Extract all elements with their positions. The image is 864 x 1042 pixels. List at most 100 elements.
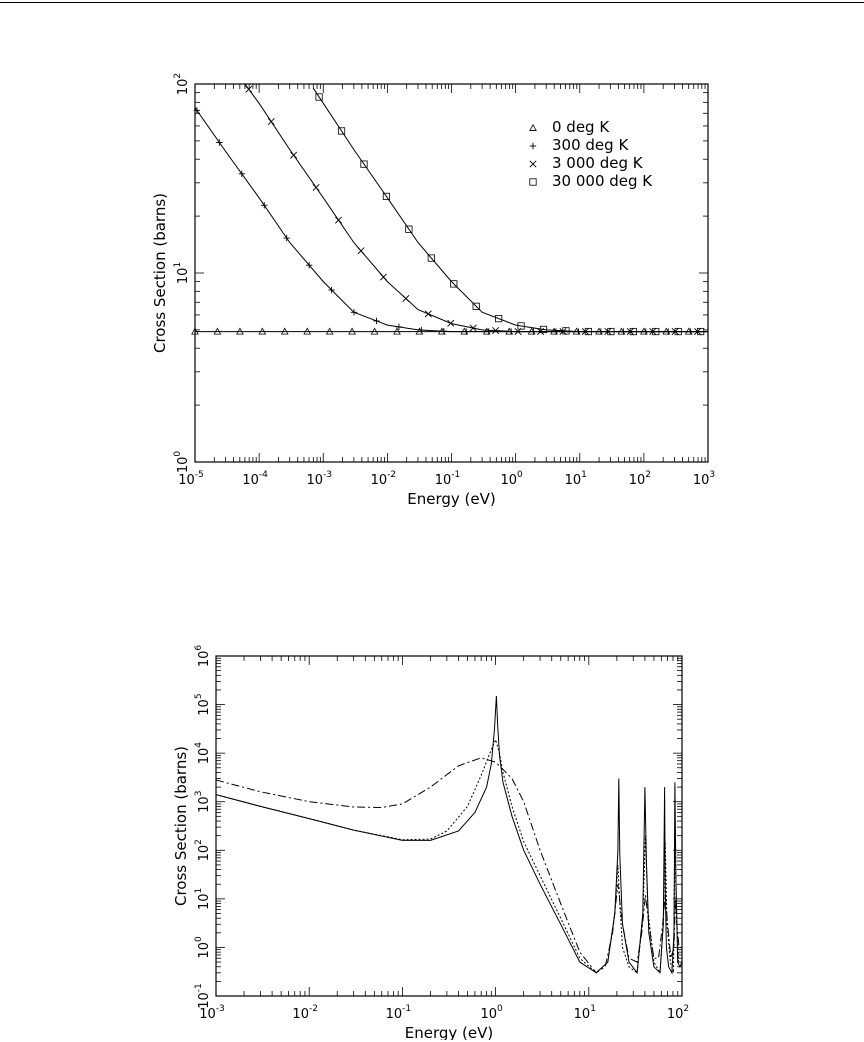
marker-triangle — [213, 327, 222, 335]
marker-square — [472, 302, 480, 310]
cross-section-chart-temperature: 10-5 10-4 10-3 10-2 10-1 100 101 102 103 100 101 10… — [151, 73, 715, 508]
y-tick-label: 100 — [173, 451, 191, 474]
marker-x — [245, 85, 253, 93]
x-tick-label: 102 — [629, 470, 651, 488]
marker-triangle — [529, 123, 537, 131]
y-tick-label: 103 — [194, 791, 212, 813]
x-tick-label: 10-2 — [371, 470, 397, 488]
x-tick-label: 102 — [667, 1004, 689, 1022]
series-line-square — [312, 87, 708, 333]
marker-x — [492, 327, 500, 335]
marker-square — [674, 327, 682, 336]
marker-plus — [305, 261, 313, 269]
marker-square — [382, 192, 391, 201]
x-tick-label: 10-3 — [306, 470, 332, 488]
marker-square — [529, 178, 537, 186]
marker-x — [312, 183, 320, 191]
y-tick-label: 101 — [194, 888, 212, 910]
marker-x — [267, 118, 275, 126]
marker-square — [607, 327, 615, 336]
marker-square — [517, 322, 525, 330]
y-tick-label: 106 — [194, 645, 212, 668]
marker-triangle — [258, 327, 267, 335]
y-tick-label: 10-1 — [194, 983, 212, 1009]
marker-plus — [283, 234, 290, 242]
marker-square — [495, 314, 503, 323]
marker-triangle — [191, 327, 199, 335]
marker-square — [539, 325, 548, 334]
x-tick-label: 10-1 — [386, 1004, 412, 1022]
marker-triangle — [325, 327, 334, 335]
marker-plus — [373, 317, 380, 325]
marker-square — [450, 280, 458, 288]
marker-square — [427, 254, 435, 262]
marker-x — [447, 319, 455, 327]
marker-triangle — [393, 327, 401, 335]
y-axis-label: Cross Section (barns) — [172, 746, 190, 906]
marker-plus — [216, 139, 223, 146]
marker-plus — [238, 170, 246, 178]
marker-x — [379, 273, 387, 281]
marker-triangle — [348, 327, 356, 335]
page-header-rule — [0, 2, 864, 3]
series-line-plus — [195, 107, 708, 333]
marker-square — [337, 127, 346, 135]
marker-square — [360, 160, 368, 168]
marker-plus — [440, 327, 448, 335]
y-tick-label: 102 — [173, 73, 191, 95]
marker-x — [424, 310, 432, 318]
marker-x — [529, 160, 537, 168]
marker-triangle — [280, 327, 289, 335]
legend-label-triangle: 0 deg K — [552, 118, 610, 136]
marker-x — [469, 324, 477, 332]
marker-square — [584, 327, 593, 336]
y-tick-label: 101 — [173, 262, 191, 284]
plot-frame — [215, 655, 683, 997]
x-tick-label: 100 — [480, 1004, 503, 1022]
x-tick-label: 10-2 — [292, 1004, 318, 1022]
series-line-dotted — [216, 738, 682, 975]
marker-plus — [261, 202, 268, 209]
marker-square — [315, 93, 323, 101]
marker-x — [402, 295, 410, 303]
x-tick-label: 10-3 — [199, 1004, 225, 1022]
marker-plus — [328, 286, 335, 294]
marker-plus — [418, 326, 425, 334]
x-axis-label: Energy (eV) — [405, 1024, 493, 1040]
y-tick-label: 102 — [194, 839, 212, 861]
marker-square — [697, 327, 705, 336]
legend-label-x: 3 000 deg K — [552, 154, 644, 172]
x-tick-label: 10-1 — [435, 470, 461, 488]
marker-plus — [529, 142, 537, 150]
marker-x — [335, 216, 343, 224]
marker-x — [290, 151, 298, 159]
x-tick-label: 101 — [565, 470, 587, 488]
cross-section-chart-resonances: 10-3 10-2 10-1 100 101 102 10-1 100 101 102 103 104… — [172, 645, 689, 1040]
marker-plus — [350, 309, 358, 316]
legend-label-plus: 300 deg K — [552, 136, 629, 154]
series-line-solid — [216, 695, 682, 975]
marker-square — [652, 327, 660, 336]
marker-triangle — [236, 327, 244, 335]
y-axis-label: Cross Section (barns) — [151, 193, 169, 353]
x-tick-label: 101 — [574, 1004, 596, 1022]
x-tick-label: 100 — [500, 470, 523, 488]
marker-square — [629, 327, 637, 336]
marker-triangle — [303, 327, 312, 335]
marker-plus — [395, 323, 403, 331]
marker-plus — [463, 328, 470, 335]
marker-square — [562, 327, 570, 335]
legend-label-square: 30 000 deg K — [552, 172, 653, 190]
marker-plus — [485, 328, 492, 335]
x-axis-label: Energy (eV) — [407, 490, 495, 508]
series-line-x — [244, 84, 708, 333]
plot-frame — [194, 83, 709, 463]
series-line-dash-dot — [216, 757, 682, 974]
x-tick-label: 10-5 — [178, 470, 204, 488]
marker-square — [405, 225, 413, 233]
y-tick-label: 104 — [194, 742, 212, 765]
y-tick-label: 100 — [194, 936, 212, 959]
x-tick-label: 10-4 — [242, 470, 268, 488]
x-tick-label: 103 — [693, 470, 715, 488]
marker-x — [357, 247, 365, 255]
